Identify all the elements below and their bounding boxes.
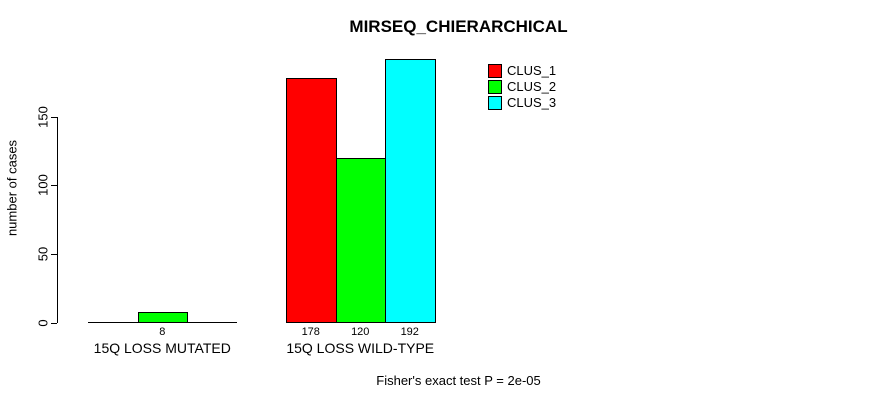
legend-swatch-clus-3 xyxy=(488,96,502,110)
legend-item-clus-2: CLUS_2 xyxy=(488,79,556,95)
legend-item-clus-3: CLUS_3 xyxy=(488,95,556,111)
y-tick-50 xyxy=(51,254,57,255)
caption-fishers-test: Fisher's exact test P = 2e-05 xyxy=(376,373,541,388)
x-category-label-group1: 15Q LOSS WILD-TYPE xyxy=(286,340,435,356)
y-tick-label-50: 50 xyxy=(35,246,51,262)
y-tick-label-100: 100 xyxy=(35,174,51,196)
bar-clus_2-group0 xyxy=(137,311,188,323)
legend: CLUS_1 CLUS_2 CLUS_3 xyxy=(488,63,556,111)
chart-title: MIRSEQ_CHIERARCHICAL xyxy=(349,17,568,36)
y-tick-label-150: 150 xyxy=(35,106,51,128)
legend-item-clus-1: CLUS_1 xyxy=(488,63,556,79)
bar-value-clus_2-group1: 120 xyxy=(351,326,370,338)
legend-swatch-clus-2 xyxy=(488,80,502,94)
bar-clus_2-group1 xyxy=(335,157,386,323)
legend-label-clus-2: CLUS_2 xyxy=(507,79,557,94)
legend-label-clus-1: CLUS_1 xyxy=(507,63,557,78)
bar-value-clus_2-group0: 8 xyxy=(159,326,166,338)
y-tick-100 xyxy=(51,185,57,186)
y-tick-0 xyxy=(51,323,57,324)
bar-value-clus_1-group1: 178 xyxy=(301,326,320,338)
legend-swatch-clus-1 xyxy=(488,64,502,78)
bar-clus_1-group1 xyxy=(286,78,337,323)
legend-label-clus-3: CLUS_3 xyxy=(507,95,557,110)
y-tick-150 xyxy=(51,117,57,118)
x-category-label-group0: 15Q LOSS MUTATED xyxy=(93,340,231,356)
y-tick-label-0: 0 xyxy=(35,319,51,327)
bar-clus_3-group1 xyxy=(385,58,436,323)
bar-value-clus_3-group1: 192 xyxy=(400,326,419,338)
y-axis-line xyxy=(57,117,58,323)
